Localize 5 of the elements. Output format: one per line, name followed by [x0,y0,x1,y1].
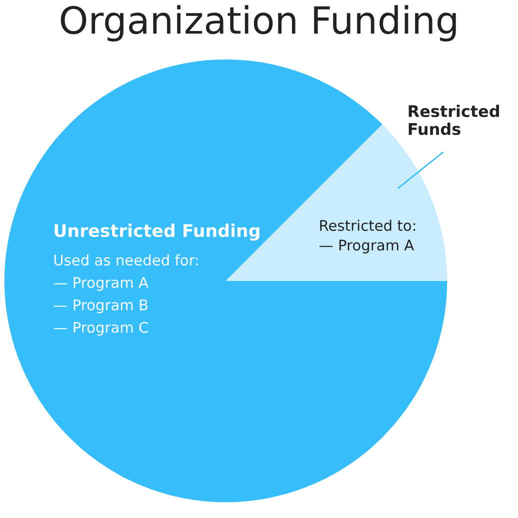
chart-title: Organization Funding [60,5,456,42]
text: Used as needed for: — Program A — Program B — Program C [54,254,198,336]
slice-label: Unrestricted Funding [54,224,260,241]
text: Restricted to: — Program A [319,220,416,254]
slice-label: Restricted Funds [408,104,499,136]
